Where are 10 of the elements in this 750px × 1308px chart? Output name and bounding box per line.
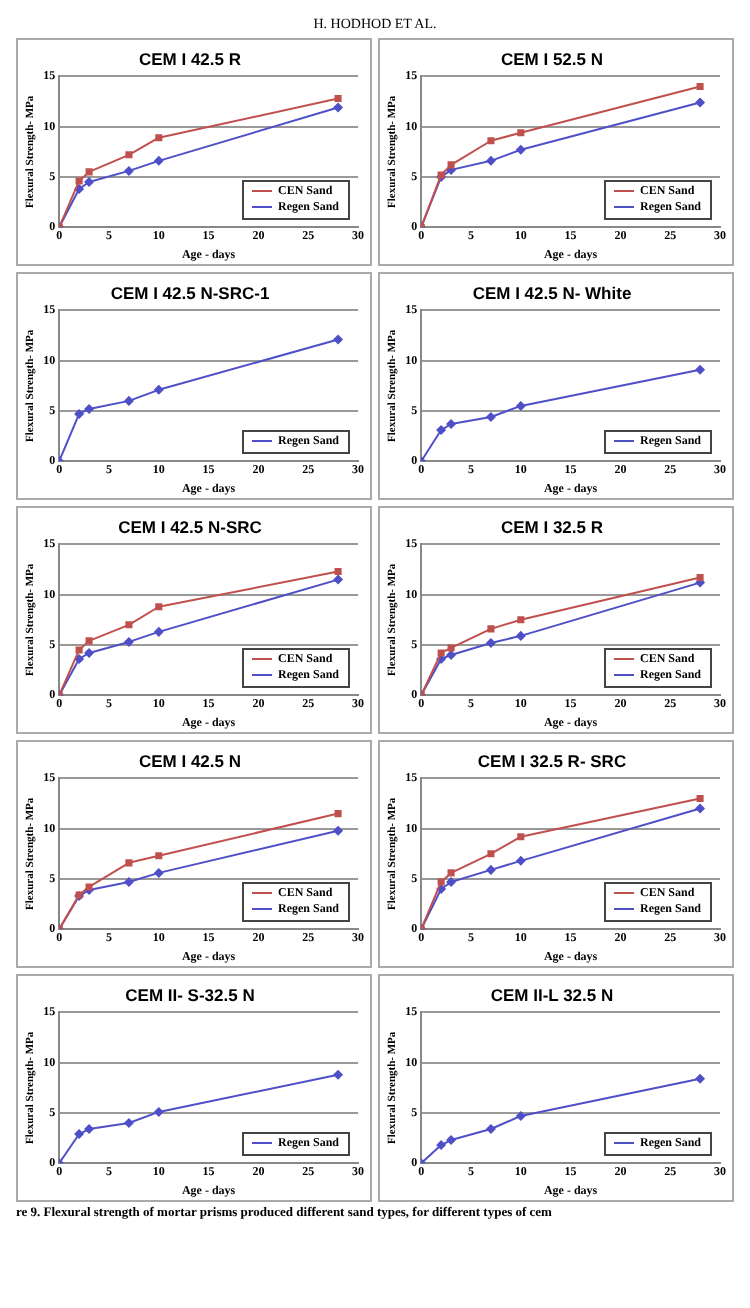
chart-title: CEM I 42.5 N <box>138 750 242 771</box>
chart-title: CEM I 42.5 R <box>138 48 242 69</box>
chart-title: CEM II-L 32.5 N <box>490 984 614 1005</box>
chart-title: CEM I 42.5 N-SRC <box>118 516 262 537</box>
chart-title: CEM I 42.5 N-SRC-1 <box>110 282 270 303</box>
chart-title: CEM I 32.5 R <box>500 516 604 537</box>
chart-title: CEM I 42.5 N- White <box>472 282 632 303</box>
chart-title: CEM I 32.5 R- SRC <box>477 750 627 771</box>
chart-title: CEM I 52.5 N <box>500 48 604 69</box>
chart-title: CEM II- S-32.5 N <box>125 984 255 1005</box>
